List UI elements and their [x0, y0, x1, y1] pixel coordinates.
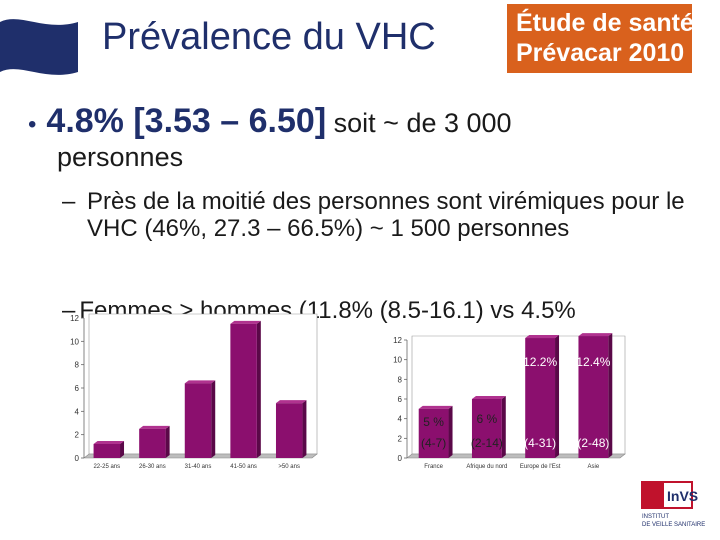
badge-line-1: Étude de santé [516, 9, 694, 37]
bar-side [120, 441, 125, 458]
bar-top [418, 405, 453, 409]
prevalence-count: soit ~ de 3 000 [326, 108, 512, 138]
bar-side [256, 320, 261, 458]
invs-logo-line1: INSTITUT [642, 514, 669, 520]
bar-side [555, 335, 560, 458]
bar [418, 408, 449, 458]
x-tick-label: France [424, 464, 443, 470]
y-tick-label: 4 [398, 415, 403, 424]
bar-top [230, 320, 261, 324]
x-tick-label: 31-40 ans [185, 464, 212, 470]
data-label: 12.2% [523, 355, 557, 369]
bar-top [471, 396, 506, 399]
bar-side [448, 405, 453, 458]
invs-logo-icon: InVS INSTITUT DE VEILLE SANITAIRE [641, 481, 705, 528]
bar-top [184, 380, 216, 384]
y-tick-label: 6 [75, 384, 80, 393]
bar [275, 403, 303, 458]
bar-top [139, 425, 170, 429]
dash-marker-2: – [62, 297, 76, 324]
bar [139, 428, 166, 458]
invs-logo-line2: DE VEILLE SANITAIRE [642, 522, 705, 528]
flag-icon [0, 19, 78, 75]
bullet-main-cont: personnes [57, 142, 184, 172]
bar [230, 323, 257, 458]
badge-line-2: Prévacar 2010 [516, 39, 685, 67]
bar-top [578, 333, 613, 337]
x-tick-label: >50 ans [278, 464, 300, 470]
y-tick-label: 0 [398, 454, 403, 463]
bar [93, 444, 121, 458]
bar-side [211, 380, 216, 458]
x-tick-label: Europe de l'Est [520, 464, 561, 470]
y-tick-label: 12 [393, 336, 402, 345]
bar-top [525, 335, 560, 339]
data-label: 6 % [477, 412, 498, 426]
y-tick-label: 10 [393, 356, 402, 365]
x-tick-label: Afrique du nord [466, 464, 507, 470]
bar-top [93, 441, 125, 444]
bullet-marker: • [28, 111, 37, 138]
x-tick-label: 41-50 ans [230, 464, 257, 470]
bullet-main: • 4.8% [3.53 – 6.50] soit ~ de 3 000 [28, 102, 512, 141]
y-tick-label: 6 [398, 395, 403, 404]
bar [525, 338, 556, 458]
dash-marker: – [62, 188, 76, 215]
bar [184, 383, 212, 458]
bar-top [275, 400, 307, 404]
bar-side [501, 396, 506, 458]
data-label: 12.4% [576, 355, 610, 369]
bar-side [302, 400, 307, 458]
invs-logo: InVS INSTITUT DE VEILLE SANITAIRE [628, 481, 708, 532]
page-title: Prévalence du VHC [102, 16, 436, 58]
y-tick-label: 2 [398, 434, 403, 443]
ci-label: (4-7) [421, 436, 446, 450]
bar [578, 336, 609, 458]
y-tick-label: 12 [70, 314, 79, 323]
y-tick-label: 2 [75, 431, 80, 440]
y-tick-label: 10 [70, 337, 79, 346]
subbullet-viremic-text: Près de la moitié des personnes sont vir… [87, 188, 685, 242]
x-tick-label: 22-25 ans [93, 464, 120, 470]
x-tick-label: Asie [588, 464, 600, 470]
y-tick-label: 8 [398, 375, 403, 384]
ci-label: (4-31) [524, 436, 556, 450]
ci-label: (2-48) [577, 436, 609, 450]
bar-side [608, 333, 613, 458]
data-label: 5 % [423, 415, 444, 429]
subbullet-viremic: – Près de la moitié des personnes sont v… [62, 188, 712, 242]
study-badge: Étude de santé Prévacar 2010 [507, 4, 694, 73]
y-tick-label: 4 [75, 407, 80, 416]
bar [471, 399, 502, 458]
y-tick-label: 0 [75, 454, 80, 463]
invs-logo-text: InVS [667, 488, 698, 504]
prevalence-value: 4.8% [3.53 – 6.50] [46, 102, 327, 140]
bar-side [165, 425, 170, 458]
x-tick-label: 26-30 ans [139, 464, 166, 470]
ci-label: (2-14) [471, 436, 503, 450]
y-tick-label: 8 [75, 361, 80, 370]
